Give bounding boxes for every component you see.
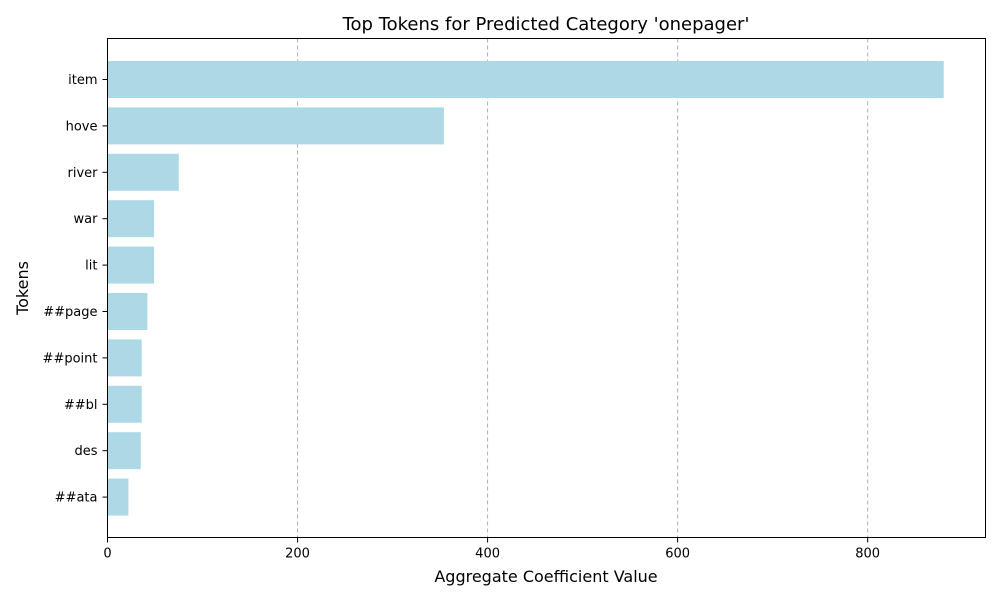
x-tick-label: 0 [103,547,111,562]
y-tick-label: item [68,73,97,88]
bar-ata [107,478,129,516]
y-tick-label: river [68,166,99,181]
x-tick-layer: 0 200 400 600 800 [103,537,880,562]
bar-item [107,61,944,98]
y-tick-label: ##point [43,351,98,366]
bar-hove [107,107,444,145]
bar-des [107,432,141,470]
plot-frame [107,38,986,538]
chart-title: Top Tokens for Predicted Category 'onepa… [342,14,750,35]
y-axis-label: Tokens [13,261,32,316]
y-tick-label: des [74,444,97,459]
bar-river [107,153,179,191]
y-tick-label: ##bl [64,398,98,413]
y-tick-label: war [74,212,99,227]
y-tick-label: ##page [43,305,97,320]
bar-layer [107,61,944,516]
x-tick-label: 200 [285,547,310,562]
x-tick-label: 400 [475,547,500,562]
x-tick-label: 800 [855,547,880,562]
y-tick-label: lit [85,259,97,274]
grid-layer [297,38,869,538]
y-tick-label: hove [66,119,98,134]
bar-lit [107,246,155,284]
x-tick-label: 600 [665,547,690,562]
bar-page [107,293,148,330]
bar-point [107,339,142,377]
x-axis-label: Aggregate Coefficient Value [434,567,657,586]
bar-war [107,200,155,238]
bar-bl [107,385,142,423]
y-tick-label: ##ata [55,491,98,506]
y-tick-layer: item hove river war lit ##page ##point ##bl des #… [43,73,108,506]
